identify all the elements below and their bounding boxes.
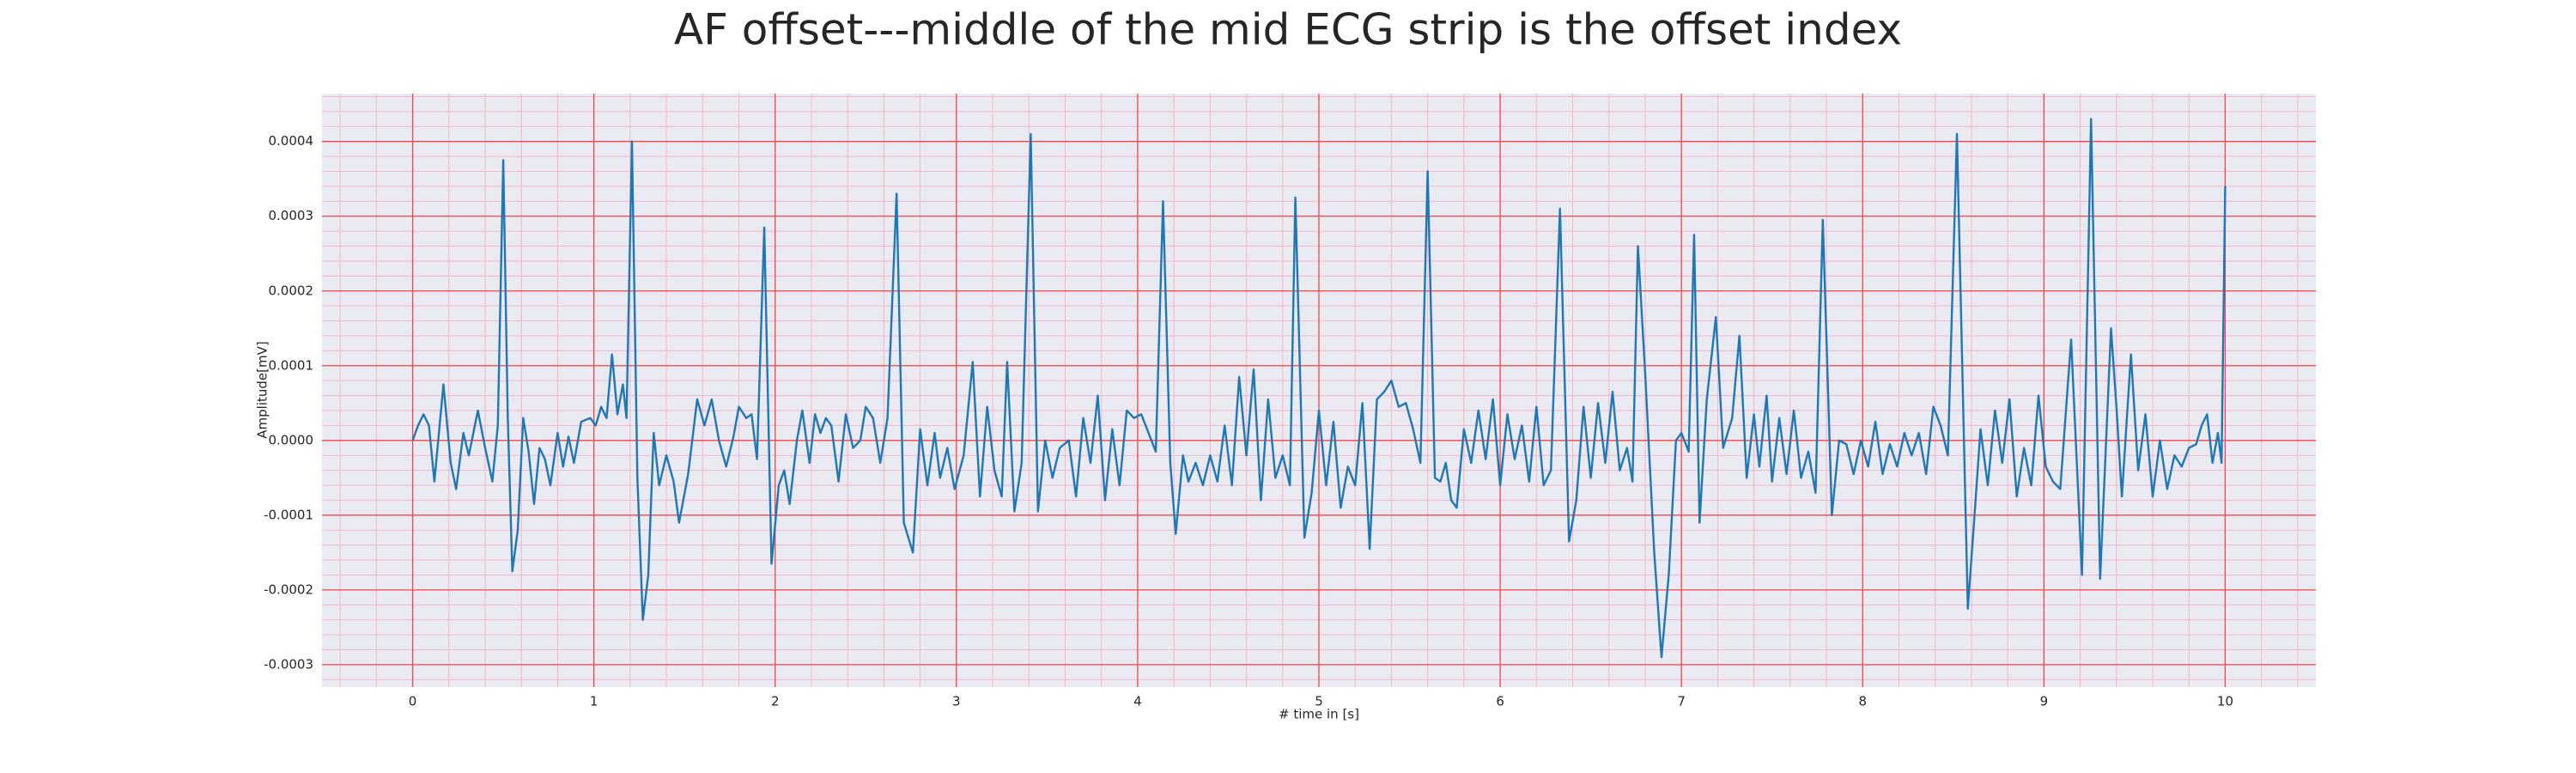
y-axis-label: Amplitude[mV] — [255, 341, 270, 438]
y-tick-label: -0.0003 — [264, 656, 313, 672]
x-tick-label: 1 — [590, 694, 598, 709]
ecg-line — [411, 118, 2227, 659]
x-tick-label: 8 — [1858, 694, 1867, 709]
y-tick-label: -0.0001 — [264, 507, 313, 522]
x-tick-label: 10 — [2217, 694, 2233, 709]
x-axis-label: # time in [s] — [1279, 707, 1359, 722]
x-tick-label: 2 — [771, 694, 780, 709]
y-tick-label: 0.0003 — [269, 208, 314, 223]
x-tick-label: 5 — [1315, 694, 1323, 709]
y-tick-label: 0.0004 — [269, 133, 314, 149]
x-tick-label: 9 — [2040, 694, 2049, 709]
y-tick-label: 0.0002 — [269, 283, 314, 298]
chart-title: AF offset---middle of the mid ECG strip … — [674, 5, 1902, 55]
y-tick-label: 0.0000 — [269, 432, 314, 447]
y-tick-label: 0.0001 — [269, 357, 314, 373]
x-tick-label: 4 — [1133, 694, 1142, 709]
y-tick-label: -0.0002 — [264, 581, 313, 597]
x-tick-label: 6 — [1496, 694, 1504, 709]
x-tick-label: 0 — [409, 694, 417, 709]
x-tick-label: 3 — [952, 694, 961, 709]
x-tick-label: 7 — [1677, 694, 1686, 709]
